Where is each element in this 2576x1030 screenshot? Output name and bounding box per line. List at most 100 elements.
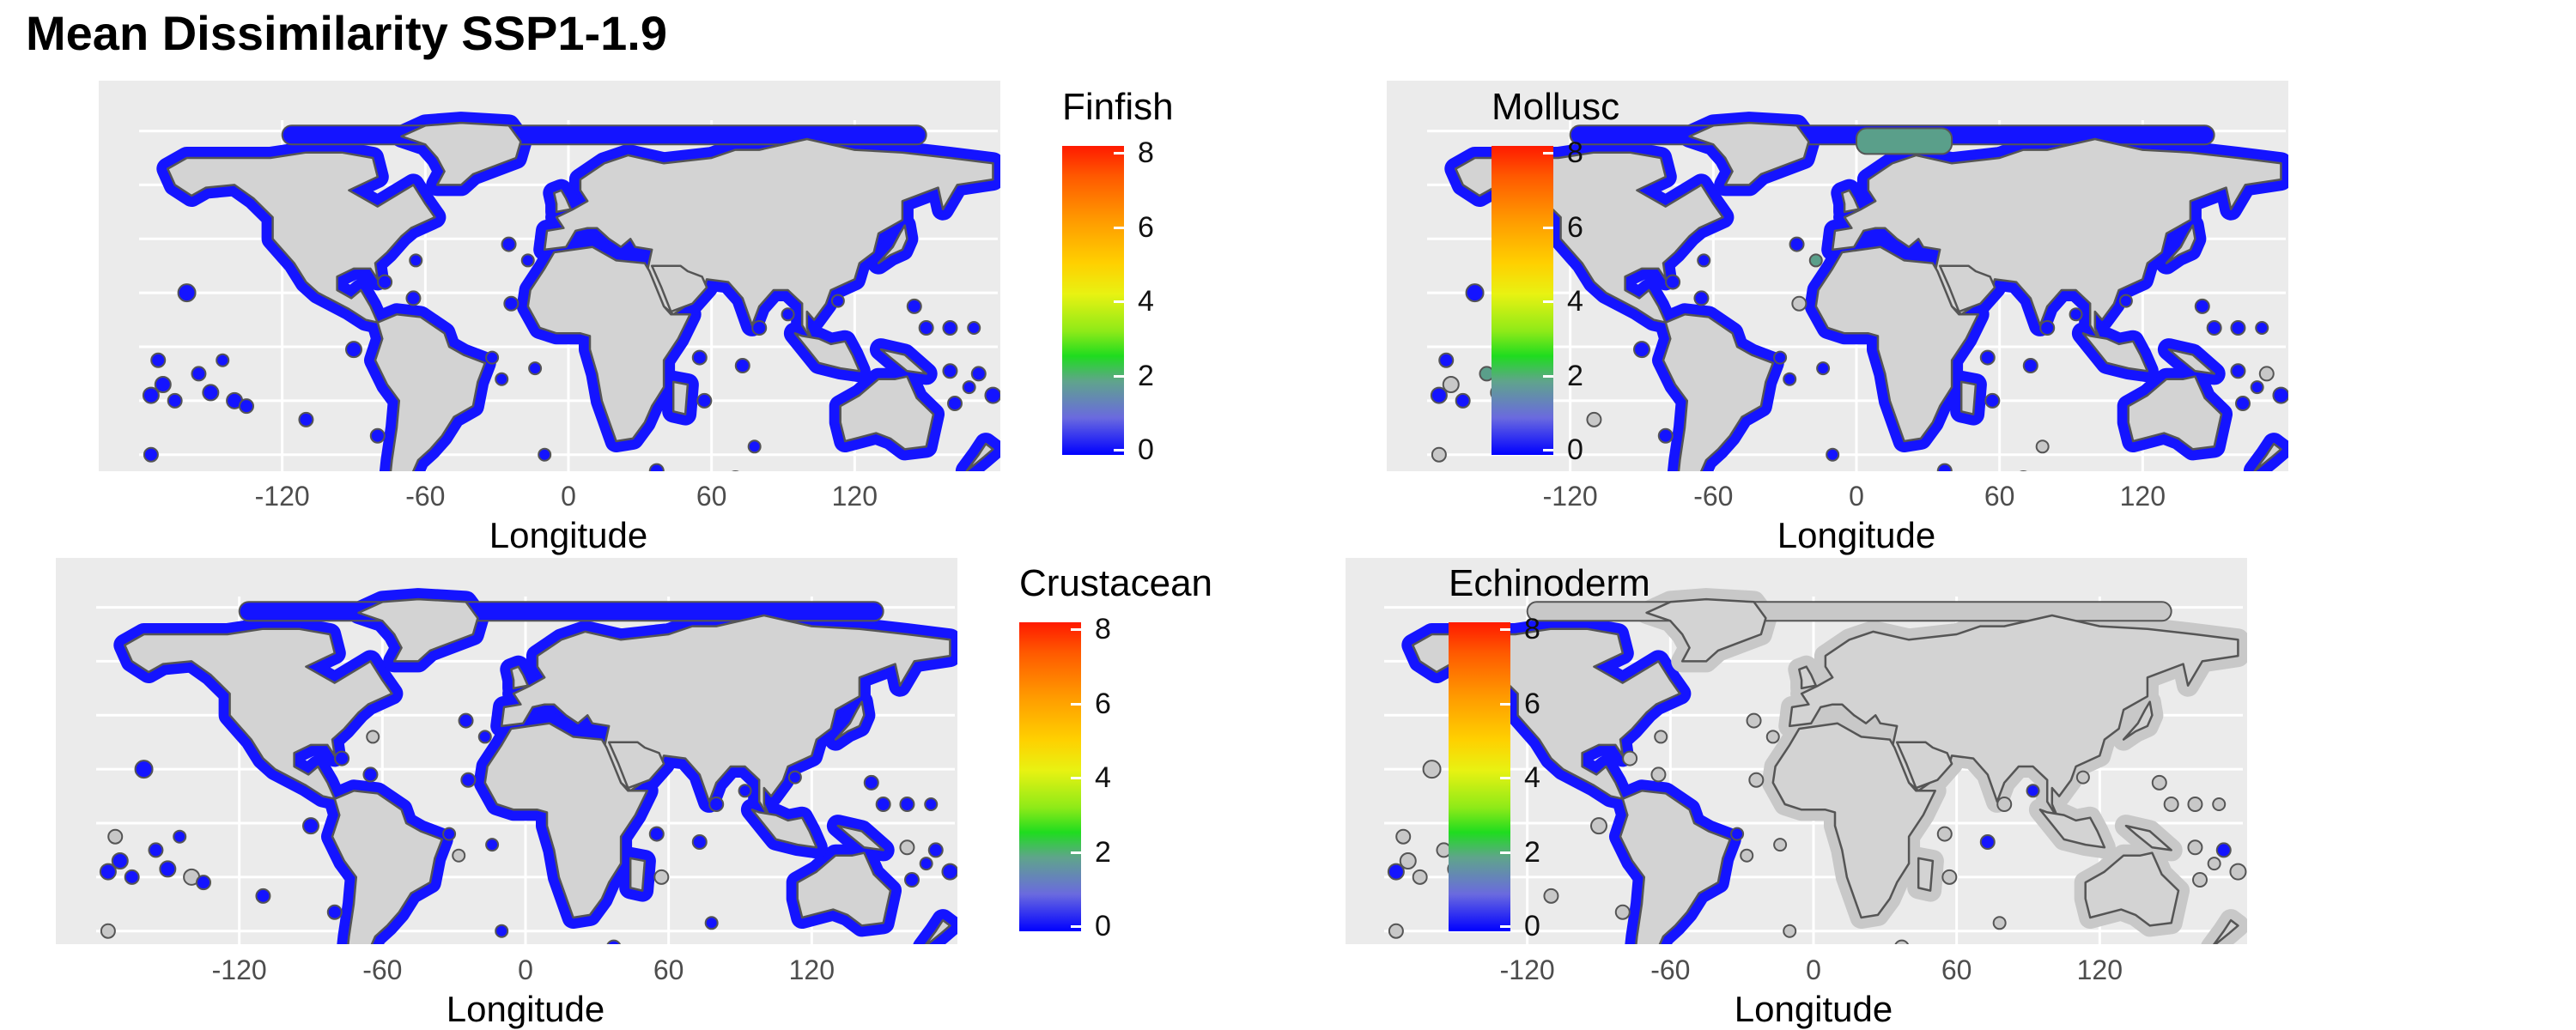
island-zone [2255, 321, 2269, 335]
island-zone [173, 829, 187, 844]
x-axis-title: Longitude [1734, 989, 1893, 1029]
x-axis-title: Longitude [446, 989, 605, 1029]
landmass-australia [839, 375, 935, 451]
island-zone [984, 386, 1000, 404]
island-zone [2229, 863, 2247, 881]
legend-tick-mark [1543, 374, 1553, 378]
legend-tick-label: 0 [1524, 910, 1540, 942]
landmass-madagascar [1917, 857, 1935, 892]
map-finfish [99, 81, 1000, 471]
island-zone [648, 463, 665, 471]
island-zone [503, 295, 519, 312]
legend-tick-mark [1500, 702, 1510, 706]
island-zone [2151, 774, 2167, 791]
landmass-south-america [331, 790, 444, 944]
island-zone [1816, 361, 1831, 376]
island-zone [107, 828, 124, 845]
x-axis-title: Longitude [489, 515, 648, 555]
arctic-zone [281, 124, 927, 146]
island-zone [967, 321, 981, 335]
legend-tick-label: 2 [1524, 835, 1540, 869]
x-tick-label: 0 [1806, 954, 1821, 985]
island-zone [159, 860, 177, 878]
landmass-arabia [1895, 741, 1953, 790]
landmass-uk [553, 189, 573, 214]
landmass-south-america [374, 313, 487, 471]
island-zone [196, 875, 211, 891]
map-layer [1384, 588, 2247, 944]
island-zone [691, 349, 708, 366]
island-zone [1992, 916, 2007, 930]
landmass-madagascar [1959, 380, 1978, 415]
legend-tick-label: 2 [1138, 359, 1154, 392]
island-zone [452, 848, 466, 863]
landmass-south-america [1619, 790, 1732, 944]
island-zone [485, 350, 500, 365]
landmass-japan [2165, 224, 2196, 264]
island-zone [653, 869, 670, 885]
legend-tick-label: 8 [1524, 613, 1540, 645]
landmass-new-guinea [2167, 348, 2215, 375]
landmass-greenland [357, 597, 479, 663]
legend-tick-label: 4 [1138, 285, 1154, 318]
island-zone [2039, 320, 2056, 336]
island-zone [1697, 253, 1711, 268]
island-zone [405, 290, 422, 306]
island-zone [366, 730, 380, 744]
island-zone [1826, 447, 1840, 462]
island-zone [2187, 839, 2203, 856]
legend-tick-label: 4 [1095, 761, 1111, 794]
island-zone [458, 712, 474, 729]
island-zone [2235, 396, 2251, 411]
island-zone [1395, 828, 1412, 845]
landmass-greenland [1688, 121, 1810, 186]
legend-tick-label: 8 [1095, 613, 1111, 645]
island-zone [362, 766, 379, 783]
landmass-new-guinea [2124, 824, 2172, 851]
island-zone [1388, 923, 1404, 939]
map-layer [96, 588, 957, 944]
legend-tick-label: 2 [1095, 835, 1111, 869]
landmass-japan [877, 224, 908, 264]
landmass-new-zealand [924, 918, 951, 944]
landmass-uk [1841, 189, 1861, 214]
island-zone [148, 842, 164, 858]
island-zone [696, 392, 713, 409]
legend-tick-mark [1500, 851, 1510, 854]
landmass-new-zealand [2253, 442, 2282, 471]
island-zone [1984, 392, 2001, 409]
island-zone [154, 376, 172, 393]
x-tick-label: -60 [1693, 481, 1734, 512]
island-zone [111, 852, 129, 869]
island-zone [1387, 863, 1405, 881]
island-zone [830, 294, 845, 308]
legend-tick-label: 0 [1095, 910, 1111, 942]
island-zone [1773, 838, 1788, 852]
island-zone [787, 770, 802, 785]
island-zone [100, 923, 116, 939]
island-zone [528, 361, 543, 376]
island-zone [442, 827, 457, 841]
legend-tick-mark [1500, 628, 1510, 631]
island-zone [942, 320, 958, 336]
island-zone [1399, 852, 1417, 869]
island-zone [1622, 750, 1638, 766]
x-tick-label: 120 [788, 954, 835, 985]
island-zone [369, 427, 386, 444]
legend-tick-label: 8 [1567, 136, 1583, 169]
island-zone [738, 784, 752, 798]
island-zone [298, 411, 314, 427]
island-zone [904, 872, 920, 888]
x-tick-label: -120 [1542, 481, 1598, 512]
island-zone [1765, 730, 1780, 744]
island-zone [1808, 253, 1823, 268]
landmass-eurasia [1831, 137, 2282, 346]
island-zone [143, 446, 159, 463]
island-zone [919, 857, 933, 871]
x-tick-label: 60 [696, 481, 727, 512]
island-zone [1936, 463, 1953, 471]
island-zone [1455, 392, 1471, 409]
legend-tick-label: 6 [1138, 210, 1154, 244]
island-zone [302, 817, 319, 835]
island-zone [99, 863, 117, 881]
